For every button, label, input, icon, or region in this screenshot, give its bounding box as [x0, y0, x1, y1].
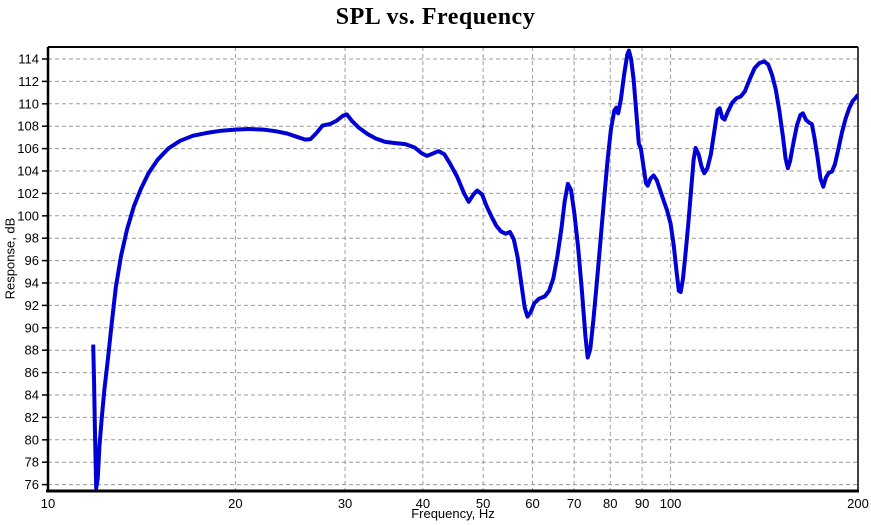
y-tick-label: 96	[25, 253, 39, 268]
x-tick-label: 70	[567, 496, 581, 511]
y-axis-label: Response, dB	[2, 217, 18, 300]
y-tick-label: 102	[17, 186, 39, 201]
y-tick-label: 88	[25, 343, 39, 358]
chart-title: SPL vs. Frequency	[335, 4, 536, 30]
y-tick-label: 86	[25, 365, 39, 380]
y-tick-label: 104	[17, 164, 39, 179]
y-tick-label: 82	[25, 410, 39, 425]
y-tick-label: 78	[25, 455, 39, 470]
y-tick-label: 80	[25, 432, 39, 447]
y-tick-label: 110	[18, 96, 39, 111]
y-tick-label: 90	[25, 320, 39, 335]
y-tick-label: 76	[25, 477, 39, 492]
x-axis-label: Frequency, Hz	[411, 506, 495, 521]
x-tick-label: 60	[525, 496, 539, 511]
x-tick-label: 80	[603, 496, 617, 511]
x-tick-label: 10	[41, 496, 55, 511]
x-tick-label: 90	[635, 496, 649, 511]
x-tick-label: 40	[416, 496, 430, 511]
y-tick-label: 92	[25, 298, 39, 313]
x-tick-label: 100	[660, 496, 682, 511]
x-tick-label: 20	[228, 496, 242, 511]
y-tick-label: 108	[17, 119, 39, 134]
y-tick-label: 100	[17, 208, 39, 223]
y-tick-label: 114	[18, 52, 39, 67]
y-tick-label: 106	[17, 141, 39, 156]
y-tick-label: 94	[25, 276, 39, 291]
spl-curve	[91, 48, 858, 490]
x-tick-label: 30	[338, 496, 352, 511]
x-tick-label: 200	[847, 496, 869, 511]
y-tick-label: 112	[18, 74, 39, 89]
y-tick-label: 98	[25, 231, 39, 246]
y-tick-label: 84	[25, 388, 39, 403]
x-tick-label: 50	[476, 496, 490, 511]
